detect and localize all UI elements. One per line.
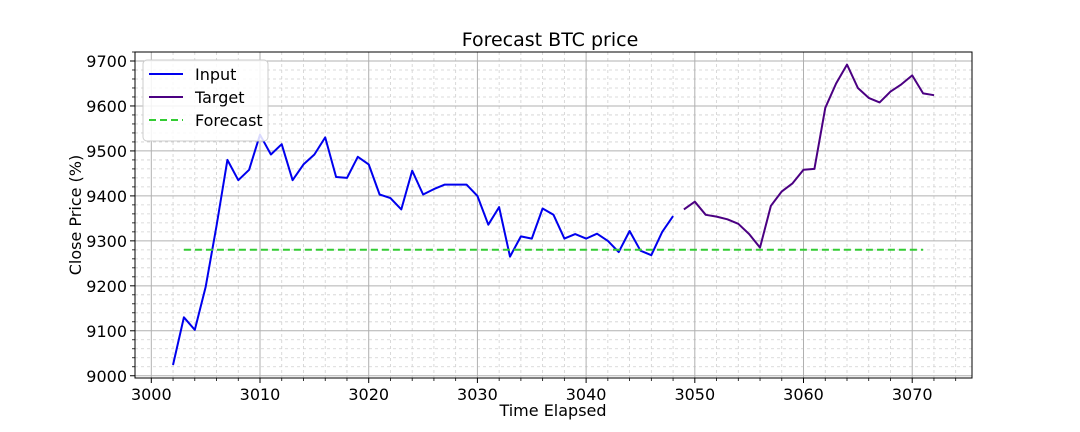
x-tick-label: 3060 bbox=[783, 385, 824, 404]
y-tick-label: 9400 bbox=[86, 187, 127, 206]
x-tick-label: 3030 bbox=[457, 385, 498, 404]
x-tick-label: 3070 bbox=[892, 385, 933, 404]
x-tick-label: 3020 bbox=[348, 385, 389, 404]
x-axis-label: Time Elapsed bbox=[498, 401, 606, 420]
legend-label-input: Input bbox=[195, 65, 236, 84]
x-tick-label: 3040 bbox=[566, 385, 607, 404]
y-axis-label: Close Price (%) bbox=[66, 155, 85, 275]
y-tick-label: 9000 bbox=[86, 367, 127, 386]
y-tick-label: 9600 bbox=[86, 97, 127, 116]
legend-label-forecast: Forecast bbox=[195, 111, 263, 130]
series-line-input bbox=[172, 133, 674, 366]
y-tick-label: 9500 bbox=[86, 142, 127, 161]
y-tick-label: 9200 bbox=[86, 277, 127, 296]
major-grid bbox=[135, 52, 972, 378]
legend-label-target: Target bbox=[194, 88, 245, 107]
y-tick-label: 9700 bbox=[86, 52, 127, 71]
y-tick-label: 9100 bbox=[86, 322, 127, 341]
plot-frame bbox=[134, 51, 973, 379]
y-tick-label: 9300 bbox=[86, 232, 127, 251]
series-line-target bbox=[683, 63, 935, 249]
x-tick-label: 3010 bbox=[240, 385, 281, 404]
series-layer bbox=[172, 63, 935, 366]
x-tick-label: 3050 bbox=[674, 385, 715, 404]
legend: Input Target Forecast bbox=[142, 59, 269, 142]
chart-title: Forecast BTC price bbox=[462, 29, 639, 51]
ticks-layer: 3000 3010 3020 3030 3040 3050 3060 3070 9000 9100… bbox=[86, 51, 957, 404]
x-tick-label: 3000 bbox=[131, 385, 172, 404]
